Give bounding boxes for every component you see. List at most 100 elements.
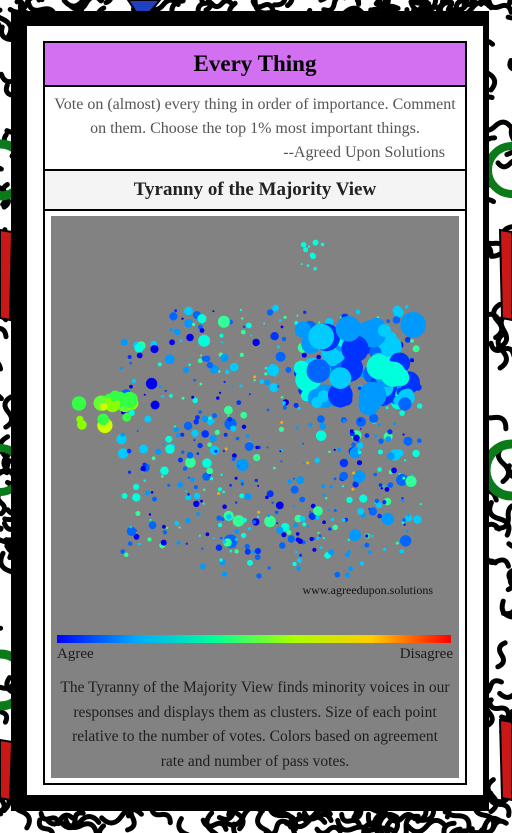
cluster-point [229,362,239,372]
cluster-point [283,405,287,410]
cluster-point [325,497,328,500]
cluster-point [214,429,220,435]
background-squiggle [369,0,383,13]
watermark: www.agreedupon.solutions [302,583,433,597]
cluster-point [306,525,310,528]
cluster-point [301,442,305,445]
cluster-point [133,483,140,491]
cluster-point [303,310,307,314]
cluster-point [410,358,414,363]
background-squiggle [0,708,10,725]
cluster-point [358,418,362,422]
cluster-point [392,316,401,324]
cluster-point [120,338,128,346]
cluster-point [252,338,260,347]
cluster-point [191,395,195,399]
cluster-point [160,475,164,478]
cluster-point [306,359,331,383]
cluster-point [297,558,302,563]
background-squiggle [487,790,512,819]
cluster-point [391,467,397,474]
background-squiggle [500,608,512,617]
background-squiggle [339,811,363,830]
cluster-point [185,517,191,524]
background-squiggle [149,803,173,826]
cluster-point [185,490,188,493]
card-outer-frame: Every Thing Vote on (almost) every thing… [11,11,489,811]
cluster-point [359,494,368,503]
cluster-point [344,552,350,558]
cluster-point [382,485,385,488]
cluster-point [348,566,354,572]
scale-agree-label: Agree [57,646,94,662]
cluster-point [246,322,252,329]
cluster-point [392,305,402,315]
cluster-point [192,397,198,404]
cluster-point [264,372,268,376]
cluster-point [128,541,133,546]
background-squiggle [491,301,505,341]
cluster-point [202,502,205,505]
cluster-point [267,514,270,517]
cluster-point [165,444,175,454]
cluster-point [276,526,284,534]
cluster-point [308,323,335,350]
cluster-point [276,385,280,388]
cluster-point [357,321,373,337]
cluster-point [266,408,270,412]
cluster-point [235,501,238,504]
cluster-point [207,416,213,421]
cluster-point [307,245,311,248]
cluster-point [385,436,392,442]
background-squiggle [96,823,107,833]
cluster-point [314,457,320,463]
cluster-point [328,549,335,556]
cluster-point [419,503,422,506]
cluster-point [266,309,274,316]
cluster-point [382,500,387,505]
cluster-point [193,378,197,382]
cluster-point [136,352,143,359]
cluster-point [377,467,382,472]
cluster-point [359,561,364,566]
cluster-point [229,549,233,553]
cluster-point [274,375,277,377]
card-title-bar: Every Thing [45,43,465,87]
cluster-point [178,526,181,529]
background-squiggle [441,820,457,833]
cluster-point [364,542,370,548]
cluster-point [410,339,414,343]
background-squiggle [488,340,512,358]
cluster-point [412,449,420,458]
cluster-point [328,450,331,454]
background-squiggle [255,811,273,833]
cluster-point [275,351,286,362]
card-title: Every Thing [193,51,317,76]
cluster-point [377,449,383,455]
cluster-point [274,510,279,515]
cluster-point [281,532,287,538]
cluster-point [402,518,406,522]
cluster-point [193,500,200,507]
cluster-point [404,336,411,343]
cluster-point [297,407,301,410]
cluster-point [313,267,317,271]
cluster-point [341,485,345,488]
background-squiggle [495,158,512,170]
background-squiggle [321,0,346,13]
background-squiggle [231,821,238,833]
cluster-point [399,410,405,416]
cluster-point [280,420,284,424]
cluster-point [169,312,178,321]
cluster-point [244,543,250,550]
cluster-point [134,343,144,353]
cluster-point [140,465,147,472]
background-squiggle [64,810,86,829]
cluster-point [253,375,257,379]
background-squiggle [495,640,508,670]
cluster-point [378,438,384,444]
cluster-point [293,360,309,376]
cluster-point [280,396,284,399]
cluster-point [351,442,356,448]
cluster-point [227,414,230,417]
